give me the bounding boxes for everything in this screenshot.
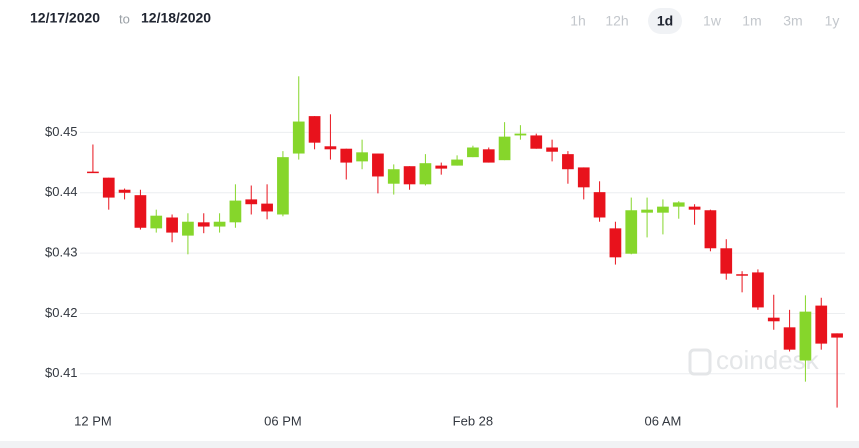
candle-body: [562, 154, 574, 170]
candle-body: [292, 121, 305, 154]
candle-body: [87, 171, 99, 174]
y-tick-label: $0.42: [45, 305, 78, 320]
candle-body: [324, 146, 337, 150]
candle-body: [150, 215, 163, 229]
candle-body: [340, 148, 353, 163]
range-button[interactable]: 1y: [825, 13, 840, 29]
range-button[interactable]: 12h: [605, 13, 628, 29]
date-to: 12/18/2020: [141, 10, 211, 26]
y-tick-label: $0.43: [45, 245, 78, 260]
candle-body: [482, 149, 495, 163]
candle-body: [498, 136, 511, 161]
bottom-strip: [0, 441, 859, 448]
candle-body: [641, 209, 653, 213]
candle-body: [752, 272, 764, 308]
candle-body: [102, 177, 115, 198]
candle-body: [182, 221, 194, 236]
candle-body: [514, 133, 527, 136]
candle-body: [419, 163, 432, 185]
y-tick-label: $0.45: [45, 124, 78, 139]
candle-body: [134, 195, 147, 228]
candle-body: [118, 189, 131, 193]
candle-body: [831, 333, 843, 338]
x-tick-label: Feb 28: [453, 413, 493, 428]
candle-body: [277, 157, 289, 215]
candle-body: [403, 166, 416, 185]
candle-body: [166, 217, 178, 233]
date-from: 12/17/2020: [30, 10, 100, 26]
range-button[interactable]: 1m: [742, 13, 761, 29]
candle-body: [799, 311, 812, 361]
candle-body: [577, 167, 590, 188]
candle-body: [767, 317, 780, 322]
candle-body: [372, 153, 384, 177]
candle-body: [625, 210, 638, 254]
date-separator: to: [119, 11, 130, 26]
candle-body: [720, 248, 733, 274]
range-button[interactable]: 1h: [570, 13, 586, 29]
y-tick-label: $0.41: [45, 365, 78, 380]
range-button[interactable]: 1w: [703, 13, 722, 29]
candle-body: [213, 221, 226, 227]
candle-body: [308, 116, 321, 143]
candle-body: [593, 192, 606, 218]
candle-body: [530, 135, 543, 149]
candle-body: [546, 147, 558, 152]
x-tick-label: 06 PM: [264, 413, 302, 428]
watermark-icon: [688, 348, 712, 376]
candle-body: [815, 305, 828, 344]
candle-body: [657, 206, 669, 213]
candle-body: [229, 200, 242, 223]
candle-body: [197, 222, 210, 227]
candle-body: [672, 202, 685, 207]
candle-body: [261, 203, 273, 212]
candle-body: [435, 165, 448, 169]
range-button-bg: [648, 8, 682, 34]
candle-body: [356, 152, 368, 162]
range-button[interactable]: 3m: [783, 13, 802, 29]
candle-body: [704, 210, 717, 249]
range-button[interactable]: 1d: [657, 13, 673, 29]
candle-body: [688, 206, 701, 210]
candle-body: [609, 228, 622, 258]
candle-body: [387, 169, 400, 184]
candle-body: [451, 159, 463, 166]
candle-body: [736, 274, 748, 276]
y-tick-label: $0.44: [45, 184, 78, 199]
candle-body: [783, 327, 796, 350]
candle-body: [467, 147, 479, 158]
candle-body: [245, 199, 258, 205]
x-tick-label: 06 AM: [644, 413, 681, 428]
x-tick-label: 12 PM: [74, 413, 112, 428]
